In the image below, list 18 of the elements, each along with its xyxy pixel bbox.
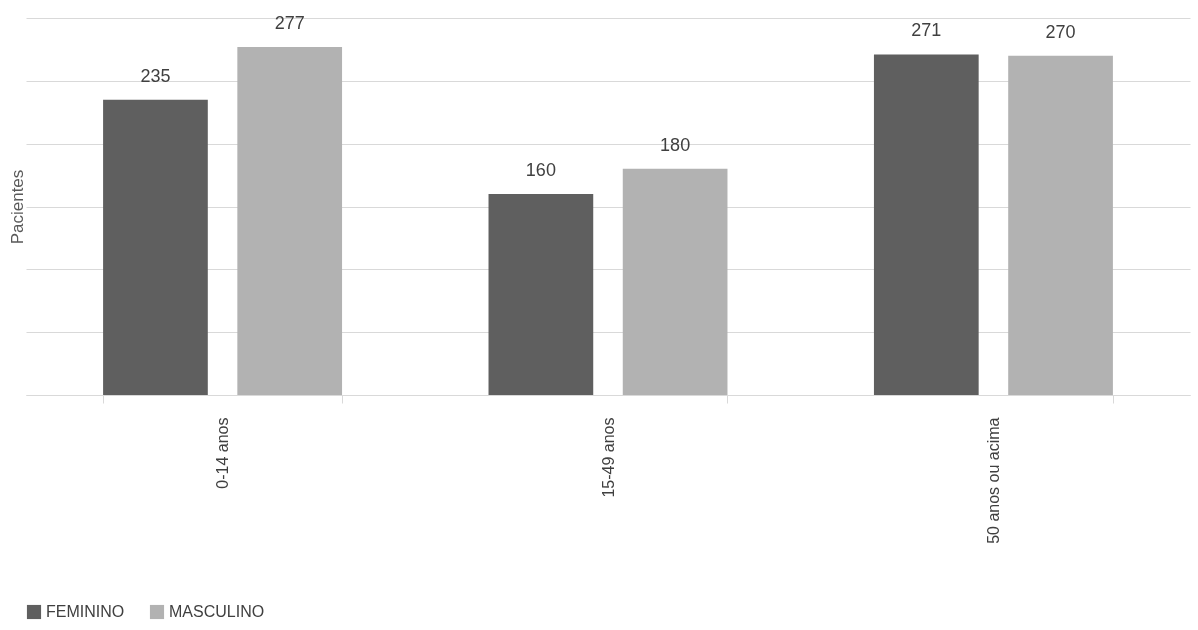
- data-label: 180: [660, 134, 691, 155]
- data-label: 235: [140, 65, 171, 86]
- bar: [237, 46, 343, 395]
- data-label: 270: [1045, 21, 1076, 42]
- bar: [873, 54, 979, 395]
- bar: [103, 99, 208, 395]
- data-label: 160: [525, 159, 556, 180]
- x-tick-label: 50 anos ou acima: [984, 417, 1002, 544]
- bar: [488, 193, 594, 395]
- data-label: 277: [274, 12, 305, 33]
- x-tick-label: 15-49 anos: [599, 417, 617, 498]
- legend-label: FEMININO: [46, 603, 125, 620]
- bar: [1008, 55, 1113, 395]
- x-tick-label: 0-14 anos: [214, 417, 232, 489]
- data-label: 271: [911, 20, 942, 41]
- y-axis-title: Pacientes: [7, 169, 27, 245]
- legend-label: MASCULINO: [169, 603, 265, 620]
- bar: [622, 168, 728, 395]
